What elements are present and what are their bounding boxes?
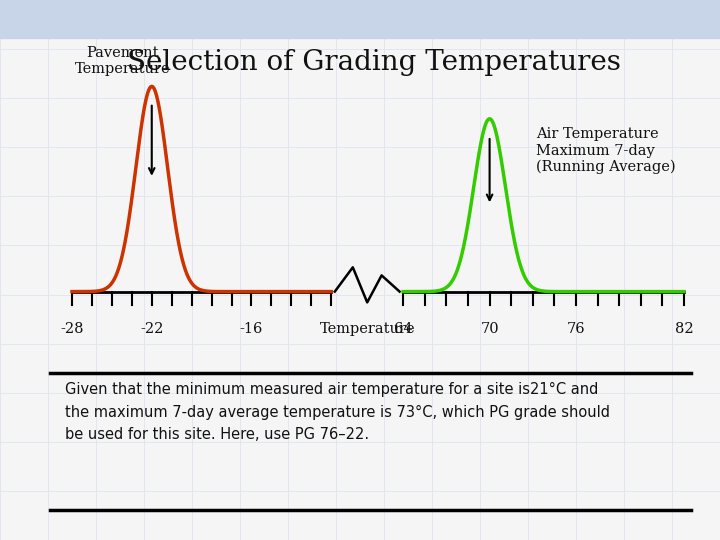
Text: Given that the minimum measured air temperature for a site is21°C and
the maximu: Given that the minimum measured air temp… [65, 382, 610, 442]
Text: 76: 76 [567, 322, 585, 336]
Text: -16: -16 [240, 322, 263, 336]
Text: Selection of Grading Temperatures: Selection of Grading Temperatures [127, 49, 621, 76]
Text: 70: 70 [480, 322, 499, 336]
Text: 82: 82 [675, 322, 693, 336]
Text: Temperature: Temperature [320, 322, 415, 336]
Text: Pavement
Temperature: Pavement Temperature [75, 46, 171, 76]
Text: Air Temperature
Maximum 7‑day
(Running Average): Air Temperature Maximum 7‑day (Running A… [536, 127, 676, 174]
Text: -22: -22 [140, 322, 163, 336]
Text: 64: 64 [394, 322, 413, 336]
Text: -28: -28 [60, 322, 84, 336]
